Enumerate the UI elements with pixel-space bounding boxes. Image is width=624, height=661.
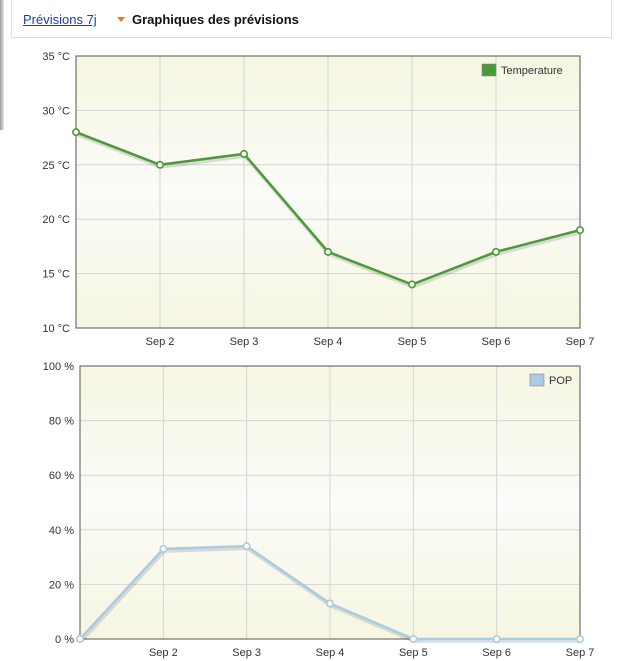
y-tick-label: 60 %: [49, 470, 74, 482]
data-point: [575, 226, 584, 235]
data-point: [159, 544, 168, 553]
legend-swatch: [481, 63, 497, 77]
y-tick-label: 35 °C: [42, 51, 70, 63]
x-tick-label: Sep 7: [566, 336, 595, 348]
x-tick-label: Sep 6: [482, 336, 511, 348]
legend-label: Temperature: [501, 65, 563, 77]
x-tick-label: Sep 3: [230, 336, 259, 348]
legend-label: POP: [549, 375, 572, 387]
data-point: [242, 542, 251, 551]
data-point: [492, 634, 501, 643]
data-point: [407, 280, 416, 289]
y-tick-label: 25 °C: [42, 160, 70, 172]
data-point: [491, 247, 500, 256]
x-tick-label: Sep 5: [399, 647, 428, 659]
data-point: [323, 247, 332, 256]
window-edge-shadow: [0, 0, 4, 130]
y-tick-label: 0 %: [55, 634, 74, 646]
x-tick-label: Sep 2: [146, 336, 175, 348]
tab-forecast-charts[interactable]: Graphiques des prévisions: [132, 12, 299, 27]
data-point: [76, 634, 85, 643]
data-point: [72, 128, 81, 137]
data-point: [156, 160, 165, 169]
x-tick-label: Sep 3: [232, 647, 261, 659]
y-tick-label: 10 °C: [42, 323, 70, 335]
pop-chart: 0 % 20 % 40 % 60 % 80 % 100 % Sep 2 Sep 3 Sep 4 S…: [43, 361, 595, 659]
legend-swatch: [529, 373, 545, 387]
x-tick-label: Sep 6: [482, 647, 511, 659]
x-tick-label: Sep 4: [314, 336, 343, 348]
y-tick-label: 100 %: [43, 361, 74, 373]
x-tick-label: Sep 7: [566, 647, 595, 659]
y-tick-label: 80 %: [49, 416, 74, 428]
data-point: [575, 634, 584, 643]
x-tick-label: Sep 2: [149, 647, 178, 659]
temperature-chart: 10 °C 15 °C 20 °C 25 °C 30 °C 35 °C Sep 2 Sep 3…: [42, 51, 595, 348]
y-tick-label: 20 %: [49, 579, 74, 591]
tab-forecast-7-days-link[interactable]: Prévisions 7j: [23, 12, 97, 27]
x-tick-label: Sep 5: [398, 336, 427, 348]
tab-bar: Prévisions 7j Graphiques des prévisions: [11, 0, 612, 38]
data-point: [240, 149, 249, 158]
dropdown-arrow-icon: [117, 17, 125, 22]
plot-border: [75, 55, 581, 329]
data-point: [409, 634, 418, 643]
x-tick-label: Sep 4: [316, 647, 345, 659]
y-tick-label: 40 %: [49, 525, 74, 537]
y-tick-label: 20 °C: [42, 214, 70, 226]
data-point: [325, 599, 334, 608]
y-tick-label: 30 °C: [42, 105, 70, 117]
y-tick-label: 15 °C: [42, 269, 70, 281]
plot-border: [79, 365, 581, 640]
